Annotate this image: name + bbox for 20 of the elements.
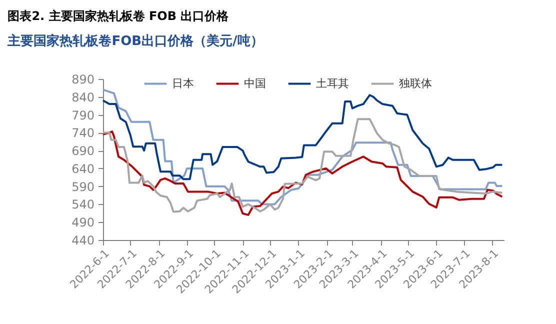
y-tick-label: 740	[72, 126, 94, 140]
legend-label: 独联体	[399, 76, 432, 90]
y-tick-label: 840	[72, 90, 94, 104]
legend-label: 日本	[172, 76, 194, 90]
y-tick-label: 590	[72, 180, 94, 194]
y-tick-label: 490	[72, 216, 94, 230]
y-tick-label: 640	[72, 162, 94, 176]
line-series	[102, 88, 504, 206]
legend-label: 中国	[244, 76, 266, 90]
y-tick-label: 440	[72, 234, 94, 248]
line-series	[102, 118, 504, 213]
y-tick-label: 890	[72, 72, 94, 86]
y-tick-label: 540	[72, 198, 94, 212]
legend-label: 土耳其	[316, 76, 349, 90]
line-series	[102, 130, 504, 216]
y-tick-label: 790	[72, 108, 94, 122]
y-tick-label: 690	[72, 144, 94, 158]
line-series	[102, 94, 504, 180]
chart-title: 图表2. 主要国家热轧板卷 FOB 出口价格	[8, 9, 230, 23]
chart-subtitle: 主要国家热轧板卷FOB出口价格（美元/吨）	[6, 33, 264, 49]
